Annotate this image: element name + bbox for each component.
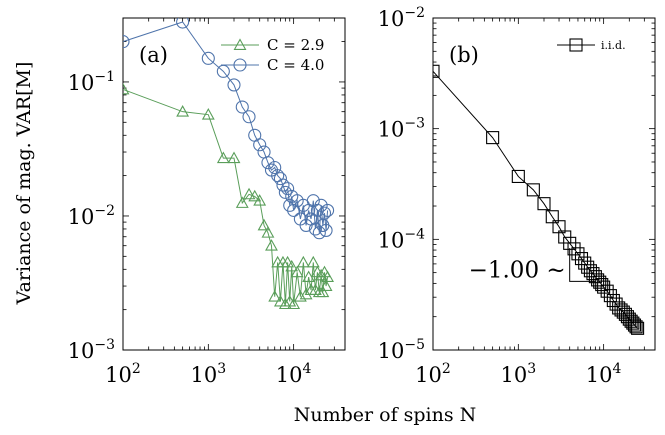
data-point [265, 239, 278, 251]
x-axis-label: Number of spins N [294, 404, 477, 426]
data-point [321, 270, 335, 283]
data-point [316, 285, 330, 298]
data-point [626, 316, 640, 330]
data-point [629, 320, 643, 334]
legend-label: C = 2.9 [267, 36, 324, 54]
data-point [571, 247, 585, 261]
data-point [216, 151, 230, 164]
data-point [261, 226, 275, 238]
data-point [276, 178, 290, 192]
data-point [235, 196, 249, 208]
y-axis-label: Variance of mag. VAR[M] [13, 62, 35, 306]
x-tick-label: 102 [415, 361, 451, 387]
y-tick-label: 10−2 [68, 203, 115, 229]
x-tick-label: 103 [500, 361, 536, 387]
data-point [511, 169, 525, 184]
legend: i.i.d. [557, 38, 626, 52]
data-point [319, 279, 333, 292]
data-point [285, 259, 299, 272]
x-tick-label: 104 [586, 361, 622, 387]
y-tick-label: 10−3 [378, 116, 425, 142]
panel-label: (a) [139, 43, 168, 67]
data-point [273, 172, 287, 186]
data-point [593, 275, 607, 289]
data-point [312, 226, 326, 240]
data-point [248, 189, 262, 202]
data-point [278, 297, 292, 310]
data-point [176, 105, 190, 117]
data-point [537, 197, 551, 211]
data-point [597, 280, 611, 294]
x-tick-label: 103 [190, 361, 226, 387]
data-point [299, 218, 313, 232]
data-point [486, 131, 500, 145]
data-point [176, 18, 190, 29]
data-point [606, 293, 620, 308]
y-tick-label: 10−5 [378, 337, 425, 363]
data-point [631, 321, 645, 335]
legend-marker [233, 58, 247, 72]
x-tick-label: 104 [276, 361, 312, 387]
data-point [321, 203, 335, 217]
legend-marker [569, 38, 583, 52]
data-point [201, 108, 215, 120]
y-tick-label: 10−4 [378, 226, 425, 252]
data-point [281, 255, 295, 268]
data-point [123, 82, 130, 95]
data-point [253, 194, 267, 206]
y-tick-label: 10−3 [68, 337, 115, 363]
data-point [319, 223, 333, 237]
data-point [627, 318, 642, 332]
data-point [201, 51, 215, 65]
data-point [296, 255, 310, 268]
y-tick-label: 10−1 [68, 69, 115, 95]
data-point [306, 255, 320, 268]
y-tick-label: 10−2 [378, 5, 425, 31]
panel-b: 102 103 104 10−5 10−4 10−3 10−2 (b) i.i.d. −1.00 … [378, 5, 656, 387]
slope-triangle [569, 248, 596, 282]
data-point [273, 294, 287, 307]
data-point [268, 160, 282, 175]
panel-a: 102 103 104 10−3 10−2 10−1 (a) C = 2.9 C = 4.0 [68, 17, 346, 387]
data-point [242, 110, 256, 124]
data-point [299, 287, 313, 300]
legend-label: i.i.d. [601, 39, 626, 52]
data-point [257, 218, 271, 231]
data-point [235, 100, 249, 114]
data-point [227, 78, 241, 92]
data-point [308, 222, 322, 236]
data-point [227, 151, 241, 164]
legend: C = 2.9 C = 4.0 [221, 36, 324, 74]
data-point [278, 185, 292, 199]
data-point [595, 278, 609, 292]
slope-annotation: −1.00 ∼ [469, 257, 566, 283]
data-point [242, 187, 256, 200]
data-point [567, 242, 581, 256]
series-line [123, 88, 329, 305]
data-point [433, 64, 440, 78]
panel-label: (b) [449, 43, 479, 67]
data-point [268, 290, 282, 302]
data-point [123, 35, 130, 49]
data-point [287, 297, 301, 310]
data-point [281, 182, 295, 196]
data-point [526, 183, 540, 197]
data-point [253, 138, 267, 152]
data-point [545, 210, 559, 224]
data-point [290, 265, 304, 278]
data-point [314, 268, 328, 281]
legend-marker [233, 38, 247, 50]
data-point [293, 290, 307, 302]
legend-label: C = 4.0 [267, 56, 324, 74]
data-point [261, 156, 275, 170]
data-point [317, 206, 332, 220]
x-tick-label: 102 [105, 361, 141, 387]
